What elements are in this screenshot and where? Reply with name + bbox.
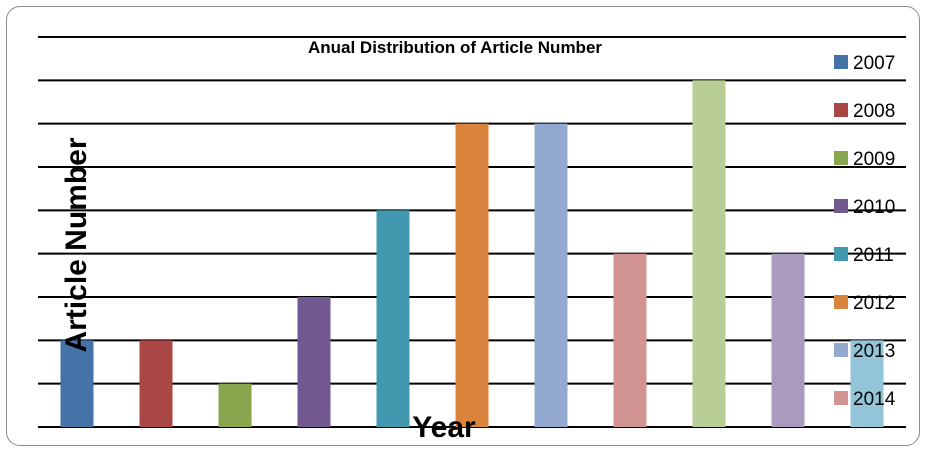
legend-item-2014: 2014 (834, 389, 896, 410)
bar-2012 (455, 123, 489, 428)
legend-item-2013: 2013 (834, 341, 895, 362)
legend-label-2012: 2012 (853, 293, 895, 314)
legend-label-2009: 2009 (853, 149, 895, 170)
bar-2007 (60, 340, 94, 427)
legend-item-2012: 2012 (834, 293, 895, 314)
legend-swatch-2014 (834, 391, 848, 405)
legend-swatch-2007 (834, 55, 848, 69)
legend-label-2013: 2013 (853, 341, 895, 362)
legend-label-2014: 2014 (853, 389, 896, 410)
legend-label-2008: 2008 (853, 101, 895, 122)
legend: 2007 2008 2009 2010 2011 2012 2013 2014 (834, 53, 896, 410)
legend-item-2011: 2011 (834, 245, 894, 266)
bar-2015 (692, 80, 726, 427)
legend-swatch-2009 (834, 151, 848, 165)
gridlines (38, 36, 906, 428)
legend-item-2007: 2007 (834, 53, 895, 74)
bar-2010 (297, 297, 331, 427)
bars (60, 80, 884, 428)
legend-swatch-2013 (834, 343, 848, 357)
legend-label-2007: 2007 (853, 53, 895, 74)
legend-item-2008: 2008 (834, 101, 895, 122)
bar-2011 (376, 210, 410, 427)
legend-swatch-2011 (834, 247, 848, 261)
legend-swatch-2010 (834, 199, 848, 213)
legend-item-2010: 2010 (834, 197, 895, 218)
legend-label-2011: 2011 (853, 245, 894, 266)
legend-swatch-2008 (834, 103, 848, 117)
chart-title: Anual Distribution of Article Number (308, 38, 602, 57)
bar-2013 (534, 123, 568, 428)
legend-swatch-2012 (834, 295, 848, 309)
legend-label-2010: 2010 (853, 197, 895, 218)
x-axis-title: Year (412, 411, 476, 444)
legend-item-2009: 2009 (834, 149, 895, 170)
bar-2009 (218, 383, 252, 427)
bar-2014 (613, 253, 647, 427)
bar-2016 (771, 253, 805, 427)
bar-2017 (850, 340, 884, 427)
y-axis-title: Article Number (60, 137, 93, 352)
bar-2008 (139, 340, 173, 427)
